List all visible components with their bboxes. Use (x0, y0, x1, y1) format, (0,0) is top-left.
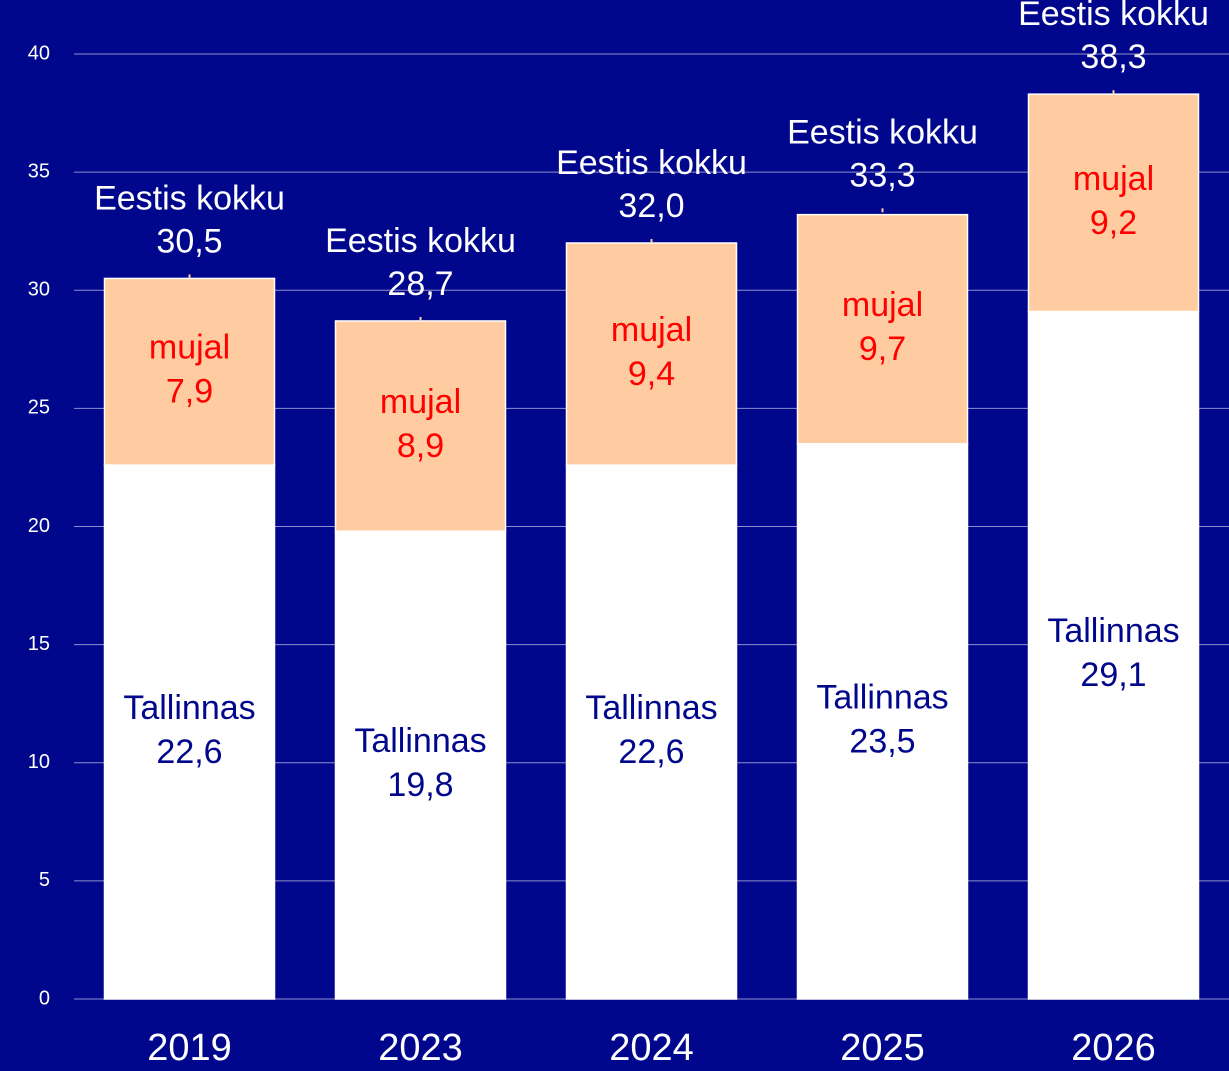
segment-name: Tallinnas (123, 689, 255, 727)
data-label: 29,1 (1080, 656, 1146, 694)
x-tick-label: 2019 (147, 1027, 232, 1069)
bar-segment (1027, 310, 1200, 1000)
data-label: 8,9 (397, 427, 444, 465)
x-tick-label: 2023 (378, 1027, 463, 1069)
total-label: 28,7 (387, 265, 453, 303)
data-label: 9,4 (628, 355, 675, 393)
total-name: Eestis kokku (325, 222, 516, 260)
total-name: Eestis kokku (556, 144, 747, 182)
data-label: 19,8 (387, 766, 453, 804)
y-tick-label: 40 (28, 42, 50, 64)
segment-name: Tallinnas (1047, 612, 1179, 650)
total-name: Eestis kokku (94, 179, 285, 217)
total-label: 38,3 (1080, 38, 1146, 76)
segment-name: mujal (149, 329, 230, 367)
bar-segment (103, 277, 276, 466)
total-name: Eestis kokku (1018, 0, 1209, 33)
y-tick-label: 30 (28, 279, 50, 301)
total-name: Eestis kokku (787, 113, 978, 151)
data-label: 22,6 (156, 733, 222, 771)
segment-name: Tallinnas (585, 689, 717, 727)
segment-name: mujal (611, 311, 692, 349)
data-label: 23,5 (849, 722, 915, 760)
segment-name: Tallinnas (354, 722, 486, 760)
total-label: 33,3 (849, 156, 915, 194)
data-label: 7,9 (166, 373, 213, 411)
bar-segment (334, 530, 507, 1000)
total-label: 30,5 (156, 222, 222, 260)
segment-name: mujal (380, 383, 461, 421)
y-tick-label: 35 (28, 160, 50, 182)
data-label: 9,7 (859, 330, 906, 368)
bar-segment (103, 464, 276, 1000)
bar-segment (334, 320, 507, 532)
segment-name: mujal (842, 286, 923, 324)
y-tick-label: 0 (39, 987, 50, 1009)
y-tick-label: 20 (28, 515, 50, 537)
x-tick-label: 2025 (840, 1027, 925, 1069)
y-tick-label: 10 (28, 751, 50, 773)
segment-name: mujal (1073, 160, 1154, 198)
total-label: 32,0 (618, 187, 684, 225)
data-label: 9,2 (1090, 204, 1137, 242)
y-tick-label: 25 (28, 397, 50, 419)
segment-name: Tallinnas (816, 678, 948, 716)
bar-segment (565, 242, 738, 466)
bar-segment (1027, 93, 1200, 313)
bar-segment (796, 213, 969, 445)
x-tick-label: 2026 (1071, 1027, 1156, 1069)
data-label: 22,6 (618, 733, 684, 771)
y-tick-label: 15 (28, 633, 50, 655)
bar-segment (565, 464, 738, 1000)
y-tick-label: 5 (39, 869, 50, 891)
x-tick-label: 2024 (609, 1027, 694, 1069)
